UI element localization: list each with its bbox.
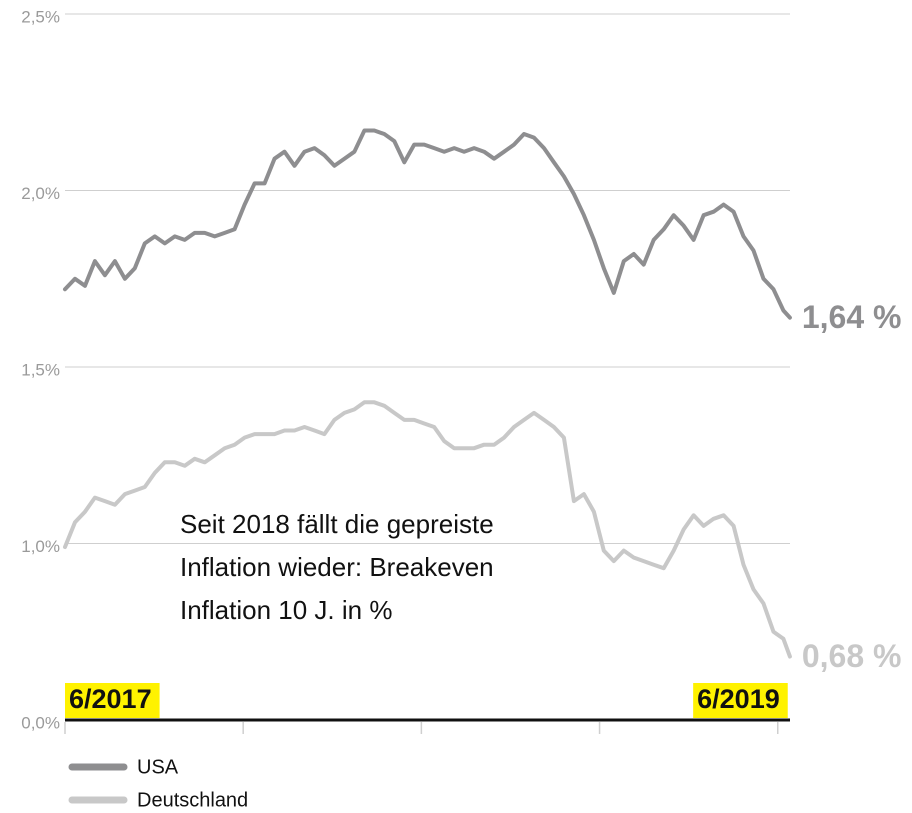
legend-label: USA: [137, 756, 179, 778]
y-tick-label: 2,5%: [21, 7, 60, 26]
legend-label: Deutschland: [137, 789, 248, 808]
x-tick-label-box: 6/2019: [693, 683, 788, 718]
y-tick-label: 1,0%: [21, 537, 60, 556]
y-tick-label: 1,5%: [21, 360, 60, 379]
x-tick-label: 6/2017: [69, 684, 152, 714]
annotation: Seit 2018 fällt die gepreiste: [180, 509, 494, 539]
y-tick-label: 2,0%: [21, 184, 60, 203]
x-tick-label-box: 6/2017: [65, 683, 160, 718]
highlight: [65, 683, 160, 718]
end-label: 0,68 %: [802, 638, 902, 674]
line-series: [63, 128, 792, 320]
annotation: Inflation wieder: Breakeven: [180, 552, 494, 582]
x-tick-label: 6/2019: [697, 684, 780, 714]
highlight: [693, 683, 788, 718]
line-series: [63, 400, 792, 659]
annotation: Inflation 10 J. in %: [180, 595, 392, 625]
end-label: 1,64 %: [802, 299, 902, 335]
y-tick-label: 0,0%: [21, 713, 60, 732]
